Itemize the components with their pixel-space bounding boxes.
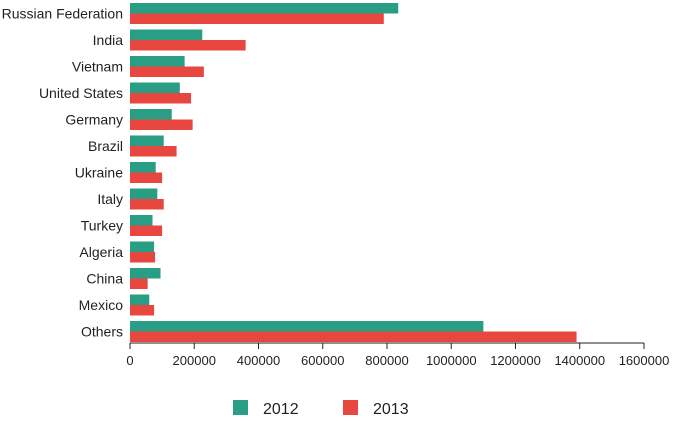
- bar-brazil-2013: [130, 146, 177, 157]
- category-label-vietnam: Vietnam: [72, 59, 123, 75]
- category-label-brazil: Brazil: [88, 138, 123, 154]
- category-label-others: Others: [81, 324, 123, 340]
- bars-group: [130, 3, 577, 342]
- bar-turkey-2012: [130, 215, 153, 226]
- bar-ukraine-2013: [130, 172, 163, 183]
- x-tick-label: 400000: [237, 353, 280, 368]
- category-label-russian-federation: Russian Federation: [2, 6, 123, 22]
- bar-algeria-2012: [130, 241, 155, 252]
- bar-others-2012: [130, 321, 484, 332]
- category-labels: Russian Federation India Vietnam United Sta…: [2, 6, 124, 340]
- bar-india-2012: [130, 29, 203, 40]
- category-label-china: China: [86, 271, 123, 287]
- bar-russian-federation-2012: [130, 3, 399, 14]
- bar-others-2013: [130, 331, 577, 342]
- bar-mexico-2012: [130, 294, 150, 305]
- legend-label-2013: 2013: [373, 401, 409, 418]
- bar-india-2013: [130, 40, 246, 51]
- bar-algeria-2013: [130, 252, 156, 263]
- legend-swatch-2012: [233, 400, 248, 415]
- bar-russian-federation-2013: [130, 13, 384, 24]
- legend-swatch-2013: [343, 400, 358, 415]
- category-label-germany: Germany: [65, 112, 123, 128]
- category-label-ukraine: Ukraine: [75, 165, 123, 181]
- bar-china-2013: [130, 278, 148, 289]
- bar-vietnam-2013: [130, 66, 204, 77]
- bar-brazil-2012: [130, 135, 164, 146]
- legend: 2012 2013: [233, 400, 409, 418]
- bar-vietnam-2012: [130, 56, 185, 67]
- x-tick-label: 0: [126, 353, 133, 368]
- x-tick-label: 800000: [365, 353, 408, 368]
- x-tick-label: 1600000: [619, 353, 670, 368]
- bar-united-states-2012: [130, 82, 180, 93]
- category-label-united-states: United States: [39, 85, 123, 101]
- category-label-mexico: Mexico: [79, 297, 124, 313]
- category-label-turkey: Turkey: [81, 218, 123, 234]
- bar-germany-2013: [130, 119, 193, 130]
- bar-italy-2013: [130, 199, 164, 210]
- bar-germany-2012: [130, 109, 172, 120]
- bar-mexico-2013: [130, 305, 155, 316]
- category-label-italy: Italy: [97, 191, 123, 207]
- legend-label-2012: 2012: [263, 401, 299, 418]
- bar-turkey-2013: [130, 225, 163, 236]
- x-axis-ticks: 0 200000 400000 600000 800000 1000000 1200000 1…: [126, 343, 669, 368]
- bar-united-states-2013: [130, 93, 192, 104]
- category-label-india: India: [93, 32, 124, 48]
- x-tick-label: 200000: [173, 353, 216, 368]
- x-tick-label: 600000: [301, 353, 344, 368]
- bar-italy-2012: [130, 188, 158, 199]
- bar-china-2012: [130, 268, 161, 279]
- bar-ukraine-2012: [130, 162, 156, 173]
- x-tick-label: 1400000: [554, 353, 605, 368]
- x-tick-label: 1200000: [490, 353, 541, 368]
- x-tick-label: 1000000: [426, 353, 477, 368]
- category-label-algeria: Algeria: [79, 244, 123, 260]
